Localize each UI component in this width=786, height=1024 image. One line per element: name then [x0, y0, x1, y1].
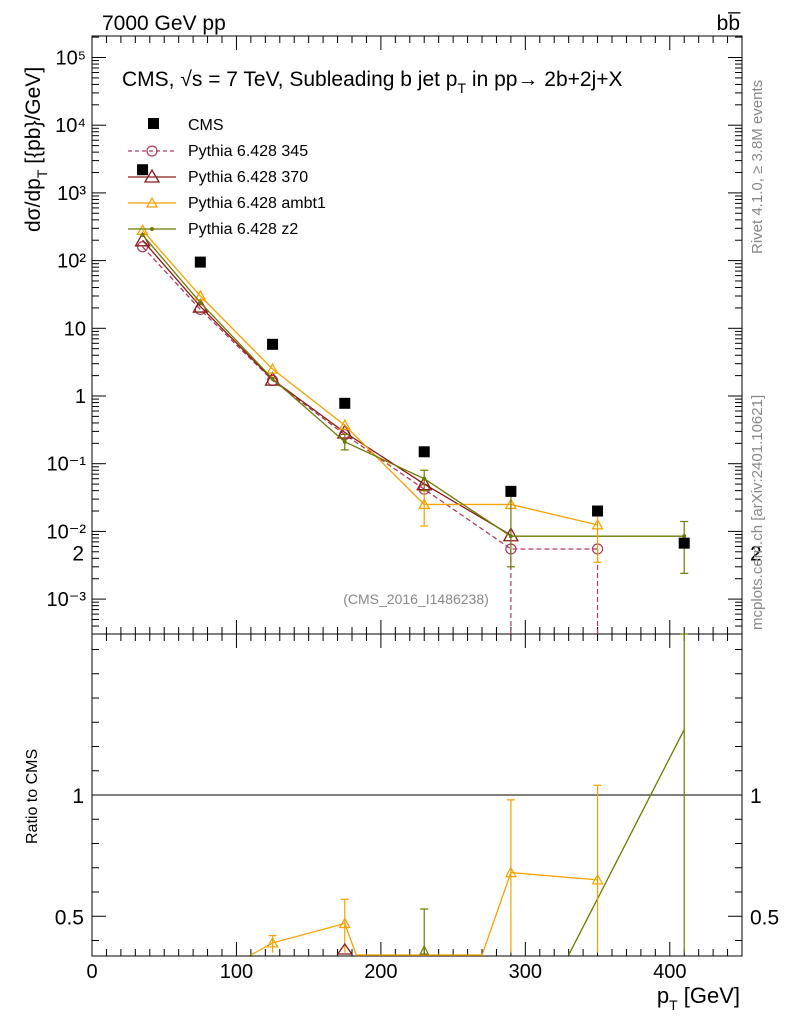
legend-label-370: Pythia 6.428 370 — [188, 169, 308, 186]
series-marker-1 — [264, 371, 281, 386]
cms-data-point — [678, 537, 690, 549]
ratio-tick-label-right: 0.5 — [750, 906, 779, 929]
y-tick-label: 10⁻³ — [47, 589, 87, 611]
ratio-tick-label-right: 1 — [750, 785, 762, 808]
y-axis-label: dσ/dpT [{pb}/GeV] — [22, 67, 50, 232]
legend-label-cms: CMS — [188, 117, 224, 134]
legend-marker-cms — [148, 118, 159, 129]
cms-data-point — [505, 485, 517, 497]
series-marker-2 — [194, 289, 207, 301]
y-tick-label: 10⁻² — [47, 521, 87, 543]
y-tick-label: 10⁻¹ — [47, 454, 87, 476]
ratio-line-1 — [568, 729, 685, 956]
x-tick-label: 200 — [364, 961, 397, 983]
x-tick-label: 300 — [509, 961, 542, 983]
series-marker-2 — [266, 362, 279, 374]
ratio-y-axis-label: Ratio to CMS — [24, 749, 41, 844]
series-marker-3 — [270, 376, 275, 381]
series-line-1 — [142, 239, 512, 536]
legend-label-z2: Pythia 6.428 z2 — [188, 221, 298, 238]
x-axis-label: pT [GeV] — [657, 983, 740, 1013]
header-left: 7000 GeV pp — [102, 12, 226, 35]
cms-data-point — [592, 505, 604, 517]
series-line-0 — [142, 246, 598, 550]
y-tick-label: 1 — [75, 386, 86, 408]
legend-marker-z2 — [150, 227, 154, 231]
series-marker-2 — [338, 418, 351, 430]
cms-data-point — [267, 338, 279, 350]
legend-marker-345 — [146, 145, 158, 157]
y-tick-label: 10 — [64, 318, 86, 340]
plot-title: CMS, √s = 7 TeV, Subleading b jet pT in … — [122, 68, 623, 96]
legend-marker-370 — [143, 168, 161, 183]
legend-label-345: Pythia 6.428 345 — [188, 143, 308, 160]
series-marker-3 — [198, 300, 203, 305]
header-right: bb̅ — [717, 12, 742, 35]
series-marker-3 — [140, 232, 145, 237]
cms-data-point — [194, 256, 206, 268]
ratio-marker-370 — [336, 942, 354, 955]
ratio-tick-label: 2 — [72, 543, 84, 566]
cms-data-points — [137, 164, 690, 549]
analysis-tag: (CMS_2016_I1486238) — [343, 591, 489, 607]
cms-data-point — [418, 446, 430, 458]
y-tick-label: 10² — [57, 251, 86, 273]
ratio-tick-label: 0.5 — [55, 906, 84, 929]
ratio-tick-label: 1 — [72, 785, 84, 808]
x-tick-label: 0 — [86, 961, 97, 983]
ratio-tick-label-right: 2 — [750, 543, 762, 566]
legend-label-ambt1: Pythia 6.428 ambt1 — [188, 195, 326, 212]
ratio-curves — [250, 633, 689, 956]
series-line-2 — [142, 229, 598, 526]
legend: CMS Pythia 6.428 345 Pythia 6.428 370 Py… — [128, 117, 326, 238]
y-tick-label: 10³ — [57, 183, 86, 205]
legend-marker-ambt1 — [145, 196, 159, 208]
axis-ticks: 10⁻³ 10⁻² 10⁻¹ 1 10 10² 10³ 10⁴ 10⁵ 0 100 200 300 400… — [47, 36, 779, 983]
ratio-marker-z2 — [419, 944, 430, 955]
y-tick-label: 10⁴ — [55, 115, 86, 137]
mcplots-text: mcplots.cern.ch [arXiv:2401.10621] — [749, 395, 766, 630]
cms-data-point — [137, 164, 149, 176]
y-tick-label: 10⁵ — [55, 48, 86, 70]
x-tick-label: 100 — [220, 961, 253, 983]
rivet-version-text: Rivet 4.1.0, ≥ 3.8M events — [749, 80, 766, 254]
cms-data-point — [339, 397, 351, 409]
mc-curves — [134, 223, 689, 634]
series-line-3 — [142, 234, 685, 537]
x-tick-label: 400 — [653, 961, 686, 983]
